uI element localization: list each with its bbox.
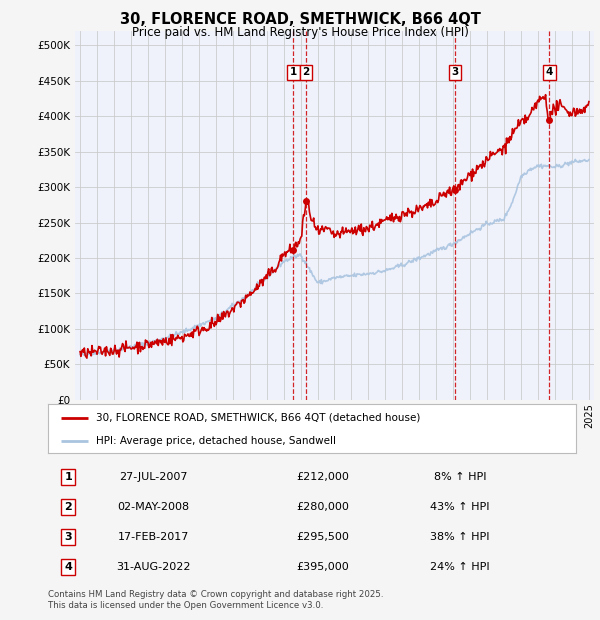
Text: 38% ↑ HPI: 38% ↑ HPI xyxy=(430,532,490,542)
Text: £212,000: £212,000 xyxy=(296,472,349,482)
Text: 27-JUL-2007: 27-JUL-2007 xyxy=(119,472,188,482)
Text: 24% ↑ HPI: 24% ↑ HPI xyxy=(430,562,490,572)
Text: 30, FLORENCE ROAD, SMETHWICK, B66 4QT: 30, FLORENCE ROAD, SMETHWICK, B66 4QT xyxy=(119,12,481,27)
Text: Contains HM Land Registry data © Crown copyright and database right 2025.
This d: Contains HM Land Registry data © Crown c… xyxy=(48,590,383,609)
Text: 2: 2 xyxy=(302,67,310,77)
Text: 2: 2 xyxy=(64,502,72,512)
Text: £295,500: £295,500 xyxy=(296,532,349,542)
Text: 1: 1 xyxy=(64,472,72,482)
Text: £395,000: £395,000 xyxy=(296,562,349,572)
Text: 30, FLORENCE ROAD, SMETHWICK, B66 4QT (detached house): 30, FLORENCE ROAD, SMETHWICK, B66 4QT (d… xyxy=(95,413,420,423)
Text: 4: 4 xyxy=(545,67,553,77)
Text: 4: 4 xyxy=(64,562,72,572)
Text: 3: 3 xyxy=(452,67,459,77)
Text: 31-AUG-2022: 31-AUG-2022 xyxy=(116,562,191,572)
Text: 43% ↑ HPI: 43% ↑ HPI xyxy=(430,502,490,512)
Text: 3: 3 xyxy=(64,532,72,542)
Text: 8% ↑ HPI: 8% ↑ HPI xyxy=(434,472,486,482)
Text: 1: 1 xyxy=(290,67,297,77)
Text: £280,000: £280,000 xyxy=(296,502,349,512)
Text: HPI: Average price, detached house, Sandwell: HPI: Average price, detached house, Sand… xyxy=(95,435,335,446)
Text: Price paid vs. HM Land Registry's House Price Index (HPI): Price paid vs. HM Land Registry's House … xyxy=(131,26,469,39)
Text: 17-FEB-2017: 17-FEB-2017 xyxy=(118,532,189,542)
Text: 02-MAY-2008: 02-MAY-2008 xyxy=(118,502,190,512)
